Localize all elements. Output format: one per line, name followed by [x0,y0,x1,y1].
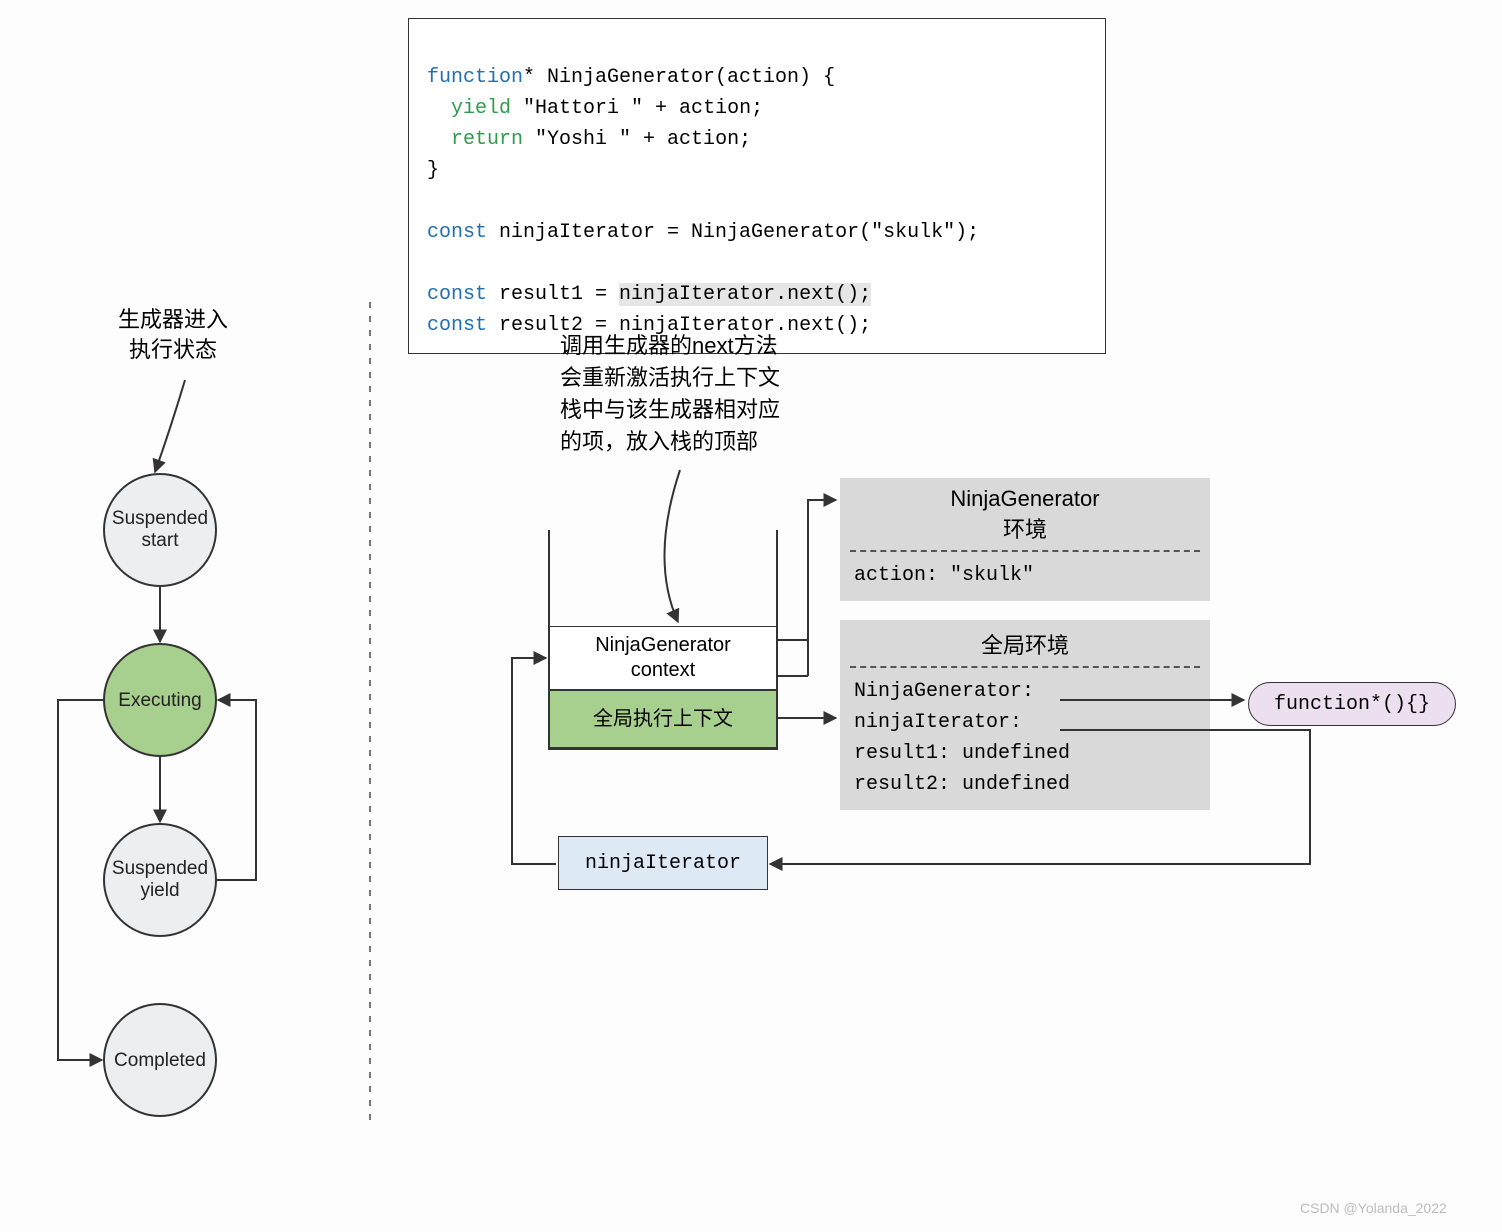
edge-exec-to-completed [58,700,104,1060]
env-title: NinjaGenerator 环境 [840,478,1210,550]
code-box: function* NinjaGenerator(action) { yield… [408,18,1106,354]
code-line: yield "Hattori " + action; [427,97,763,120]
code-line: const ninjaIterator = NinjaGenerator("sk… [427,221,979,244]
env-line: action: "skulk" [854,560,1196,591]
stack-cell-global-context: 全局执行上下文 [549,690,777,748]
ninja-generator-env: NinjaGenerator 环境 action: "skulk" [840,478,1210,601]
env-body: NinjaGenerator: ninjaIterator: result1: … [840,668,1210,810]
diagram-canvas: function* NinjaGenerator(action) { yield… [0,0,1502,1232]
stack-cell-generator-context: NinjaGenerator context [549,626,777,690]
env-line: NinjaGenerator: [854,676,1196,707]
state-suspended-start: Suspended start [104,474,216,586]
state-diagram-title: 生成器进入 执行状态 [118,305,228,364]
function-pill: function*(){} [1248,682,1456,726]
ninja-iterator-box: ninjaIterator [558,836,768,890]
arrow-title-to-state [155,380,185,472]
svg-text:Suspended: Suspended [112,508,208,529]
code-line: function* NinjaGenerator(action) { [427,66,835,89]
watermark: CSDN @Yolanda_2022 [1300,1200,1447,1216]
code-line: return "Yoshi " + action; [427,128,751,151]
state-executing: Executing [104,644,216,756]
state-suspended-yield: Suspended yield [104,824,216,936]
arrow-genctx-env-top [778,500,836,640]
global-env: 全局环境 NinjaGenerator: ninjaIterator: resu… [840,620,1210,810]
env-title: 全局环境 [840,620,1210,666]
edge-yield-to-exec [216,700,256,880]
code-line: const result1 = ninjaIterator.next(); [427,283,871,306]
env-body: action: "skulk" [840,552,1210,601]
env-line: ninjaIterator: [854,707,1196,738]
annotation-next: 调用生成器的next方法 会重新激活执行上下文 栈中与该生成器相对应 的项，放入… [560,330,780,458]
env-line: result2: undefined [854,769,1196,800]
state-completed: Completed [104,1004,216,1116]
svg-text:start: start [142,530,180,551]
code-line: } [427,159,439,182]
svg-text:yield: yield [140,880,179,901]
svg-text:Suspended: Suspended [112,858,208,879]
env-line: result1: undefined [854,738,1196,769]
svg-text:Executing: Executing [118,690,201,711]
svg-text:Completed: Completed [114,1050,206,1071]
